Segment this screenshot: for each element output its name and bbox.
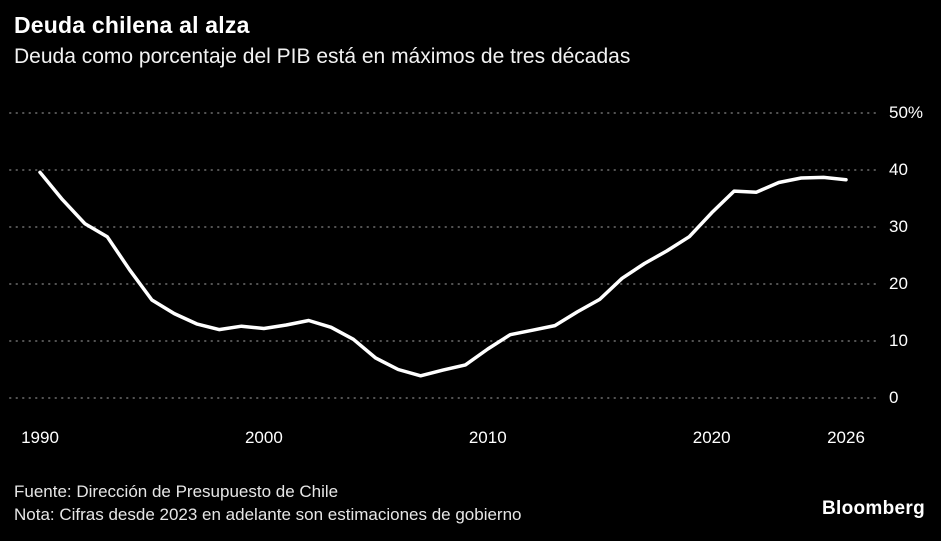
x-axis-label: 2020: [692, 428, 731, 447]
y-axis-label: 40: [889, 160, 908, 179]
page-subtitle: Deuda como porcentaje del PIB está en má…: [14, 45, 631, 68]
y-axis-label: 10: [889, 331, 908, 350]
bloomberg-logo: Bloomberg: [822, 498, 925, 519]
source-text: Fuente: Dirección de Presupuesto de Chil…: [14, 482, 339, 501]
note-text: Nota: Cifras desde 2023 en adelante son …: [14, 505, 522, 524]
debt-line-series: [38, 170, 848, 378]
x-axis-label: 2026: [827, 428, 865, 447]
x-axis-label: 2010: [468, 428, 507, 447]
y-axis-label: 30: [889, 217, 908, 236]
x-axis-label: 2000: [244, 428, 283, 447]
y-axis-label: 0: [889, 388, 899, 407]
page-title: Deuda chilena al alza: [14, 12, 250, 38]
x-axis-label: 1990: [21, 428, 59, 447]
y-axis-label: 20: [889, 274, 908, 293]
y-axis-label: 50%: [889, 103, 924, 122]
